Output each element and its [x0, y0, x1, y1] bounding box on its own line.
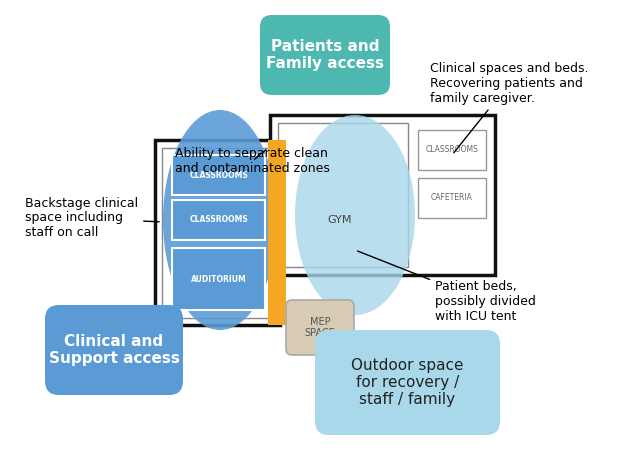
Bar	[172, 200, 265, 240]
Text: CLASSROOMS: CLASSROOMS	[426, 145, 479, 154]
Text: Backstage clinical
space including
staff on call: Backstage clinical space including staff…	[25, 197, 159, 239]
Bar	[155, 140, 280, 325]
Bar	[418, 130, 486, 170]
Text: Outdoor space
for recovery /
staff / family: Outdoor space for recovery / staff / fam…	[351, 358, 464, 407]
Ellipse shape	[295, 115, 415, 315]
Text: CLASSROOMS: CLASSROOMS	[189, 216, 248, 225]
Bar	[278, 123, 408, 267]
Text: AUDITORIUM: AUDITORIUM	[191, 274, 246, 284]
Bar	[172, 248, 265, 310]
Text: Ability to separate clean
and contaminated zones: Ability to separate clean and contaminat…	[175, 147, 330, 175]
Text: Clinical spaces and beds.
Recovering patients and
family caregiver.: Clinical spaces and beds. Recovering pat…	[430, 62, 589, 153]
Text: MEP
SPACE: MEP SPACE	[305, 317, 335, 338]
Text: Patients and
Family access: Patients and Family access	[266, 39, 384, 71]
Bar	[172, 155, 265, 195]
FancyBboxPatch shape	[286, 300, 354, 355]
Text: CLASSROOMS: CLASSROOMS	[189, 171, 248, 180]
Bar	[270, 115, 495, 275]
Bar	[418, 178, 486, 218]
FancyBboxPatch shape	[260, 15, 390, 95]
Ellipse shape	[163, 110, 277, 330]
FancyBboxPatch shape	[315, 330, 500, 435]
Text: GYM: GYM	[328, 215, 352, 225]
Text: CAFETERIA: CAFETERIA	[431, 194, 473, 202]
Bar	[162, 148, 275, 318]
FancyBboxPatch shape	[45, 305, 183, 395]
Text: Clinical and
Support access: Clinical and Support access	[49, 334, 179, 366]
Bar	[268, 140, 286, 325]
Text: Patient beds,
possibly divided
with ICU tent: Patient beds, possibly divided with ICU …	[358, 251, 536, 323]
